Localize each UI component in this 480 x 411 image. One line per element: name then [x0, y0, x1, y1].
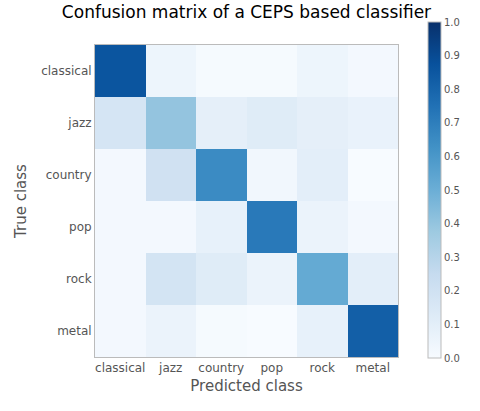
svg-text:classical: classical [41, 64, 91, 78]
svg-text:0.8: 0.8 [444, 84, 460, 95]
svg-text:country: country [46, 168, 92, 182]
svg-text:Predicted class: Predicted class [190, 377, 303, 395]
svg-text:metal: metal [57, 324, 91, 338]
svg-text:pop: pop [69, 220, 92, 234]
svg-text:0.2: 0.2 [444, 285, 460, 296]
svg-text:rock: rock [309, 361, 335, 375]
svg-text:0.4: 0.4 [444, 218, 460, 229]
svg-text:country: country [198, 361, 244, 375]
svg-text:0.5: 0.5 [444, 185, 460, 196]
svg-text:0.7: 0.7 [444, 117, 460, 128]
svg-text:True class: True class [12, 164, 30, 239]
svg-text:jazz: jazz [158, 361, 182, 375]
svg-text:jazz: jazz [67, 116, 91, 130]
svg-text:1.0: 1.0 [444, 17, 460, 28]
svg-text:0.0: 0.0 [444, 353, 460, 364]
svg-text:classical: classical [95, 361, 145, 375]
svg-text:rock: rock [66, 272, 92, 286]
svg-text:0.9: 0.9 [444, 50, 460, 61]
svg-text:Confusion matrix of a CEPS bas: Confusion matrix of a CEPS based classif… [62, 2, 431, 22]
svg-text:0.6: 0.6 [444, 151, 460, 162]
svg-text:metal: metal [356, 361, 390, 375]
svg-text:pop: pop [260, 361, 283, 375]
svg-text:0.1: 0.1 [444, 319, 460, 330]
svg-text:0.3: 0.3 [444, 252, 460, 263]
